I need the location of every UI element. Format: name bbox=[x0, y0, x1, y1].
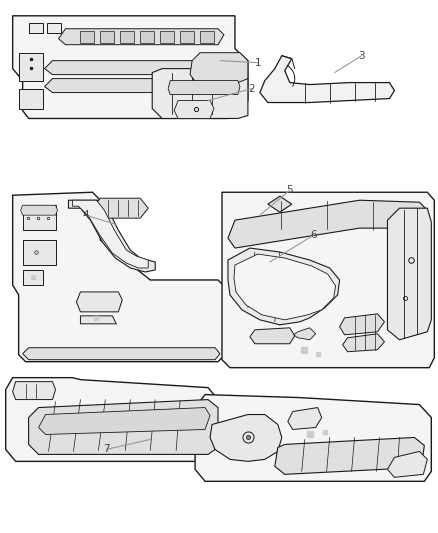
Polygon shape bbox=[174, 101, 214, 118]
Polygon shape bbox=[120, 31, 134, 43]
Polygon shape bbox=[81, 316, 117, 324]
Polygon shape bbox=[152, 69, 248, 118]
Text: 5: 5 bbox=[286, 185, 293, 195]
Polygon shape bbox=[160, 31, 174, 43]
Polygon shape bbox=[77, 292, 122, 312]
Polygon shape bbox=[6, 378, 218, 462]
Polygon shape bbox=[23, 240, 56, 265]
Polygon shape bbox=[200, 31, 214, 43]
Text: 7: 7 bbox=[103, 445, 110, 455]
Polygon shape bbox=[288, 408, 321, 430]
Polygon shape bbox=[28, 400, 218, 455]
Polygon shape bbox=[250, 328, 295, 344]
Polygon shape bbox=[260, 55, 395, 102]
Polygon shape bbox=[81, 31, 95, 43]
Polygon shape bbox=[234, 254, 336, 320]
Polygon shape bbox=[45, 78, 224, 93]
Polygon shape bbox=[23, 348, 220, 360]
Polygon shape bbox=[228, 200, 427, 248]
Text: 1: 1 bbox=[254, 58, 261, 68]
Polygon shape bbox=[19, 53, 42, 80]
Polygon shape bbox=[39, 408, 210, 434]
Polygon shape bbox=[268, 196, 292, 212]
Polygon shape bbox=[23, 205, 56, 230]
Polygon shape bbox=[140, 31, 154, 43]
Polygon shape bbox=[23, 270, 42, 285]
Polygon shape bbox=[68, 200, 155, 272]
Polygon shape bbox=[100, 31, 114, 43]
Polygon shape bbox=[13, 192, 228, 362]
Polygon shape bbox=[19, 88, 42, 109]
Polygon shape bbox=[45, 61, 224, 75]
Polygon shape bbox=[294, 328, 316, 340]
Polygon shape bbox=[46, 23, 60, 33]
Polygon shape bbox=[275, 438, 424, 474]
Polygon shape bbox=[195, 394, 431, 481]
Polygon shape bbox=[343, 334, 385, 352]
Polygon shape bbox=[72, 200, 148, 268]
Polygon shape bbox=[13, 16, 248, 118]
Polygon shape bbox=[228, 248, 339, 325]
Polygon shape bbox=[59, 29, 224, 45]
Text: 2: 2 bbox=[249, 84, 255, 94]
Text: 4: 4 bbox=[82, 210, 89, 220]
Polygon shape bbox=[339, 314, 385, 335]
Polygon shape bbox=[388, 208, 431, 340]
Text: 3: 3 bbox=[358, 51, 365, 61]
Text: 6: 6 bbox=[311, 230, 317, 240]
Polygon shape bbox=[388, 451, 427, 478]
Polygon shape bbox=[92, 198, 148, 218]
Polygon shape bbox=[180, 31, 194, 43]
Polygon shape bbox=[28, 23, 42, 33]
Polygon shape bbox=[168, 80, 240, 94]
Polygon shape bbox=[222, 192, 434, 368]
Polygon shape bbox=[210, 415, 282, 462]
Polygon shape bbox=[13, 382, 56, 400]
Polygon shape bbox=[21, 205, 57, 215]
Polygon shape bbox=[190, 53, 248, 83]
